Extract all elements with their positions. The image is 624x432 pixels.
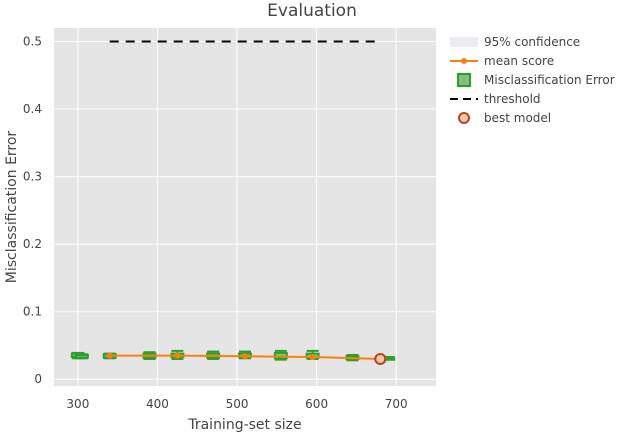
mean-score-point — [242, 353, 248, 360]
x-tick-label: 600 — [305, 397, 328, 411]
legend-label: threshold — [484, 92, 541, 106]
legend-item[interactable]: 95% confidence — [450, 35, 580, 49]
mean-score-point — [106, 352, 113, 359]
x-tick-label: 500 — [226, 397, 249, 411]
x-tick-label: 300 — [66, 397, 89, 411]
legend-item[interactable]: mean score — [450, 54, 554, 68]
legend-label: best model — [484, 111, 551, 125]
mean-score-point — [309, 353, 316, 360]
legend-label: Misclassification Error — [484, 73, 615, 87]
legend-item[interactable]: threshold — [450, 92, 541, 106]
error-box-body — [74, 353, 89, 359]
legend-item[interactable]: best model — [458, 111, 551, 125]
legend-marker-swatch — [461, 58, 467, 64]
legend[interactable]: 95% confidence mean score Misclassificatio… — [450, 35, 615, 125]
y-tick-label: 0.2 — [23, 237, 42, 251]
x-tick-labels: 300 400 500 600 700 — [66, 397, 407, 411]
best-model-series — [374, 352, 387, 365]
x-tick-label: 700 — [385, 397, 408, 411]
y-tick-label: 0.3 — [23, 170, 42, 184]
chart-title: Evaluation — [267, 1, 357, 21]
legend-item[interactable]: Misclassification Error — [457, 73, 615, 87]
y-tick-labels: 0 0.1 0.2 0.3 0.4 0.5 — [23, 35, 42, 387]
legend-band-swatch — [450, 37, 478, 47]
x-axis-title: Training-set size — [187, 417, 301, 432]
y-tick-label: 0 — [34, 372, 42, 386]
legend-box-swatch — [457, 73, 471, 87]
error-box — [273, 349, 288, 361]
legend-label: 95% confidence — [484, 35, 580, 49]
plot-area — [54, 28, 436, 386]
legend-label: mean score — [484, 54, 554, 68]
legend-circle-swatch — [458, 112, 470, 124]
mean-score-point — [174, 352, 181, 359]
y-axis-title: Misclassification Error — [4, 131, 20, 284]
y-tick-label: 0.1 — [23, 305, 42, 319]
error-box — [74, 353, 89, 360]
y-tick-label: 0.4 — [23, 102, 42, 116]
y-tick-label: 0.5 — [23, 35, 42, 49]
x-tick-label: 400 — [146, 397, 169, 411]
best-model-marker — [374, 352, 387, 365]
